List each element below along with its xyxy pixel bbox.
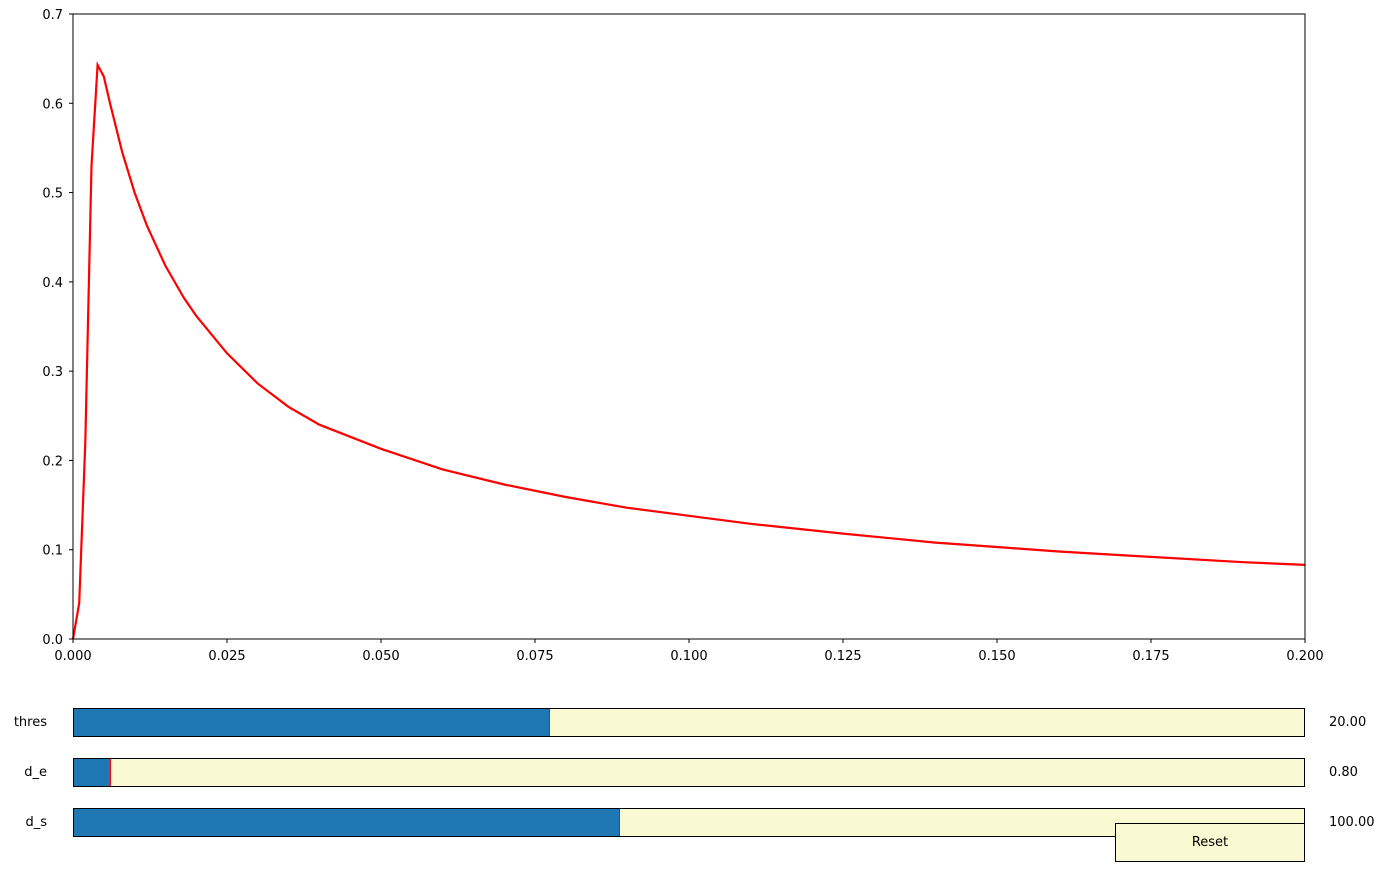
x-tick-label: 0.025 [208, 649, 245, 664]
y-tick-label: 0.5 [42, 187, 63, 202]
x-tick-label: 0.125 [824, 649, 861, 664]
y-tick-label: 0.6 [42, 97, 63, 112]
x-tick-label: 0.175 [1132, 649, 1169, 664]
x-tick-label: 0.000 [54, 649, 91, 664]
y-tick-label: 0.0 [42, 633, 63, 648]
y-tick-label: 0.7 [42, 8, 63, 23]
slider-label-thres: thres [13, 715, 47, 730]
y-axis: 0.0 0.1 0.2 0.3 0.4 0.5 0.6 0.7 [42, 8, 73, 648]
x-tick-label: 0.150 [978, 649, 1015, 664]
reset-button[interactable]: Reset [1115, 823, 1305, 862]
slider-value-thres: 20.00 [1329, 715, 1367, 730]
slider-label-d-e: d_e [24, 765, 47, 780]
line-chart: 0.000 0.025 0.050 0.075 0.100 0.125 0.150 0.175… [42, 8, 1324, 664]
slider-label-d-s: d_s [25, 815, 47, 830]
x-tick-label: 0.050 [362, 649, 399, 664]
slider-d-s[interactable] [73, 808, 1305, 837]
y-tick-label: 0.2 [42, 454, 63, 469]
slider-fill-d-s [74, 809, 621, 836]
plot-background [73, 14, 1305, 639]
x-tick-label: 0.075 [516, 649, 553, 664]
slider-thres[interactable] [73, 708, 1305, 737]
x-tick-label: 0.100 [670, 649, 707, 664]
y-tick-label: 0.4 [42, 276, 63, 291]
plot-frame [72, 13, 1306, 640]
y-tick-label: 0.1 [42, 544, 63, 559]
slider-value-d-e: 0.80 [1329, 765, 1358, 780]
slider-value-d-s: 100.00 [1329, 815, 1375, 830]
x-axis: 0.000 0.025 0.050 0.075 0.100 0.125 0.150 0.175… [54, 639, 1324, 664]
series-line [71, 60, 1306, 640]
slider-fill-thres [74, 709, 550, 736]
y-tick-label: 0.3 [42, 365, 63, 380]
slider-fill-d-e [74, 759, 111, 786]
x-tick-label: 0.200 [1286, 649, 1323, 664]
slider-d-e[interactable] [73, 758, 1305, 787]
